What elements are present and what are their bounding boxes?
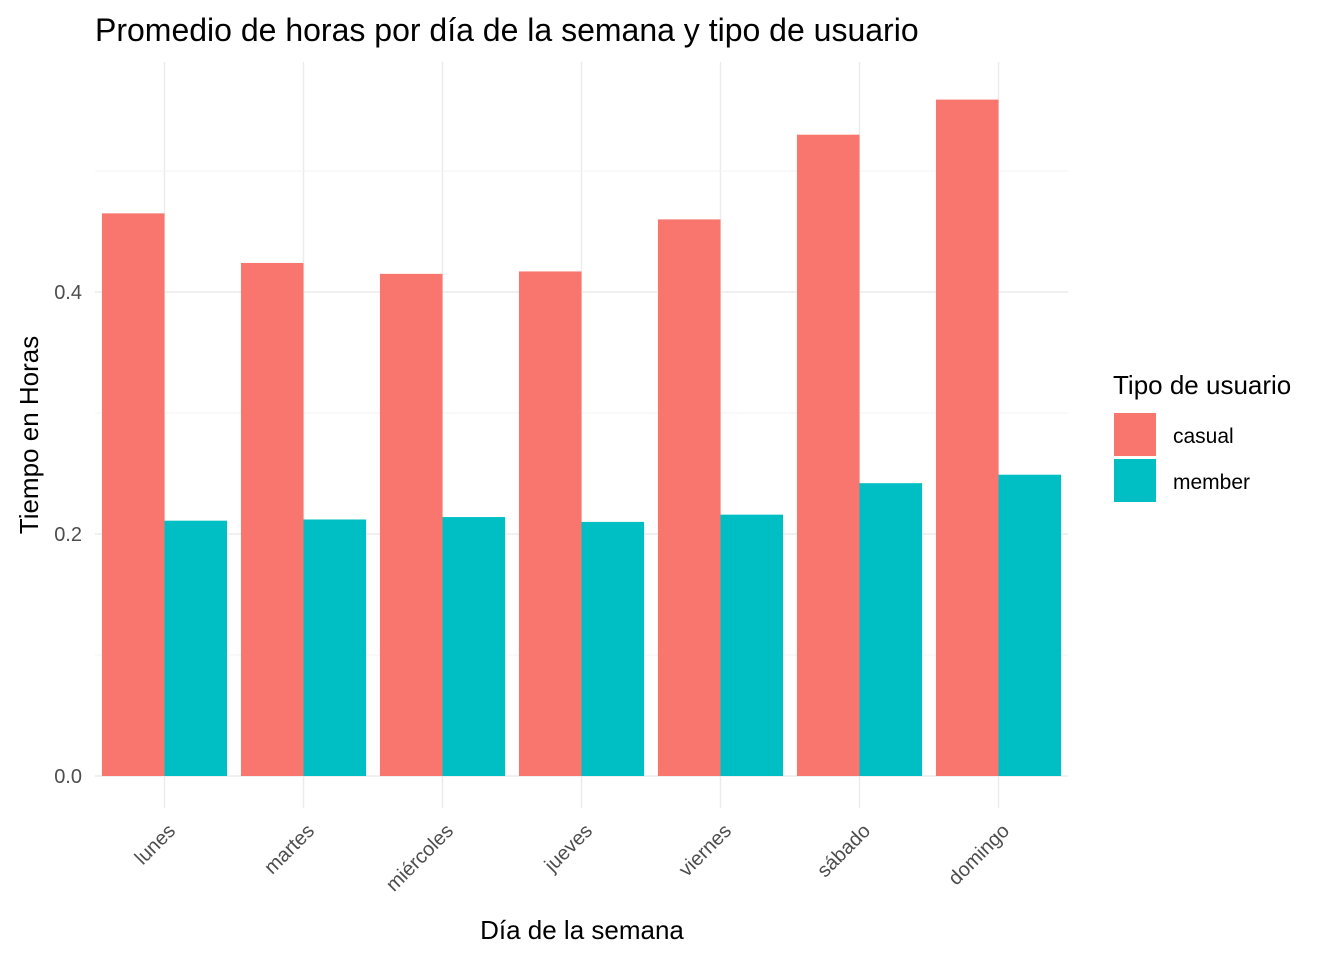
bar-member [581,521,645,776]
bar-member [164,520,228,776]
x-tick-label: sábado [813,820,875,882]
bar-member [859,483,923,776]
bar-casual [240,262,304,777]
x-tick-label: domingo [944,820,1014,890]
bar-casual [935,99,999,777]
y-axis-ticks: 0.0 0.2 0.4 [54,282,82,788]
x-tick-label: miércoles [382,820,458,896]
bar-member [303,519,367,776]
x-tick-label: viernes [675,820,736,881]
bar-casual [379,273,443,776]
y-tick-label: 0.2 [54,524,82,546]
bar-casual [657,219,721,776]
legend-title: Tipo de usuario [1113,370,1291,400]
bar-member [442,517,506,776]
bar-casual [101,213,165,777]
legend-key-member [1114,459,1156,502]
y-tick-label: 0.0 [54,766,82,788]
y-axis-title: Tiempo en Horas [14,336,44,534]
legend-label: casual [1173,425,1234,448]
bar-member [998,474,1062,776]
legend: Tipo de usuario casual member [1113,370,1291,502]
x-tick-label: lunes [131,820,180,869]
bar-member [720,514,784,776]
y-tick-label: 0.4 [54,282,82,304]
x-tick-label: martes [260,820,319,879]
x-axis-ticks: lunes martes miércoles jueves viernes sábado d… [131,820,1014,896]
bars [101,99,1062,777]
legend-key-casual [1114,413,1156,456]
x-axis-title: Día de la semana [480,915,684,945]
bar-casual [518,271,582,776]
bar-casual [796,134,860,776]
legend-label: member [1173,471,1250,494]
chart-title: Promedio de horas por día de la semana y… [95,12,919,48]
x-tick-label: jueves [540,820,597,877]
